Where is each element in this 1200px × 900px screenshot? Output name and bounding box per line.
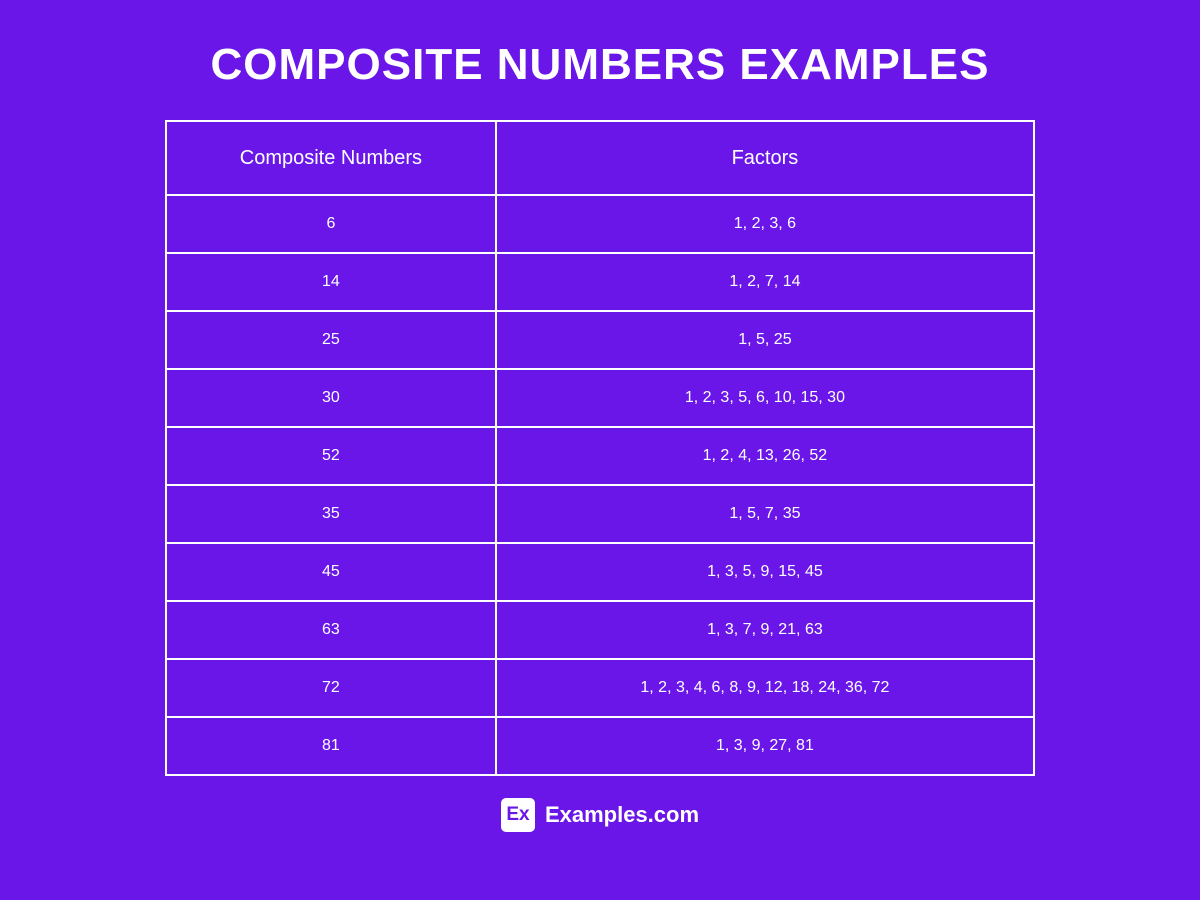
cell-number: 63 <box>166 601 496 659</box>
cell-number: 30 <box>166 369 496 427</box>
cell-factors: 1, 3, 9, 27, 81 <box>496 717 1034 775</box>
header-factors: Factors <box>496 121 1034 195</box>
table-row: 52 1, 2, 4, 13, 26, 52 <box>166 427 1034 485</box>
table-row: 30 1, 2, 3, 5, 6, 10, 15, 30 <box>166 369 1034 427</box>
cell-factors: 1, 3, 5, 9, 15, 45 <box>496 543 1034 601</box>
cell-factors: 1, 5, 7, 35 <box>496 485 1034 543</box>
cell-number: 14 <box>166 253 496 311</box>
table-row: 14 1, 2, 7, 14 <box>166 253 1034 311</box>
cell-number: 35 <box>166 485 496 543</box>
cell-factors: 1, 2, 3, 4, 6, 8, 9, 12, 18, 24, 36, 72 <box>496 659 1034 717</box>
table-container: Composite Numbers Factors 6 1, 2, 3, 6 1… <box>165 120 1035 776</box>
table-row: 25 1, 5, 25 <box>166 311 1034 369</box>
table-row: 6 1, 2, 3, 6 <box>166 195 1034 253</box>
cell-factors: 1, 2, 4, 13, 26, 52 <box>496 427 1034 485</box>
cell-number: 72 <box>166 659 496 717</box>
table-row: 81 1, 3, 9, 27, 81 <box>166 717 1034 775</box>
cell-factors: 1, 2, 7, 14 <box>496 253 1034 311</box>
cell-factors: 1, 2, 3, 6 <box>496 195 1034 253</box>
table-row: 35 1, 5, 7, 35 <box>166 485 1034 543</box>
cell-factors: 1, 5, 25 <box>496 311 1034 369</box>
cell-number: 45 <box>166 543 496 601</box>
table-row: 63 1, 3, 7, 9, 21, 63 <box>166 601 1034 659</box>
page-title: COMPOSITE NUMBERS EXAMPLES <box>211 40 990 90</box>
logo-icon: Ex <box>501 798 535 832</box>
cell-number: 6 <box>166 195 496 253</box>
table-row: 72 1, 2, 3, 4, 6, 8, 9, 12, 18, 24, 36, … <box>166 659 1034 717</box>
cell-factors: 1, 3, 7, 9, 21, 63 <box>496 601 1034 659</box>
footer-site-text: Examples.com <box>545 802 699 828</box>
cell-number: 81 <box>166 717 496 775</box>
table-header-row: Composite Numbers Factors <box>166 121 1034 195</box>
cell-number: 25 <box>166 311 496 369</box>
table-row: 45 1, 3, 5, 9, 15, 45 <box>166 543 1034 601</box>
cell-number: 52 <box>166 427 496 485</box>
cell-factors: 1, 2, 3, 5, 6, 10, 15, 30 <box>496 369 1034 427</box>
header-composite: Composite Numbers <box>166 121 496 195</box>
footer: Ex Examples.com <box>501 798 699 832</box>
composite-numbers-table: Composite Numbers Factors 6 1, 2, 3, 6 1… <box>165 120 1035 776</box>
